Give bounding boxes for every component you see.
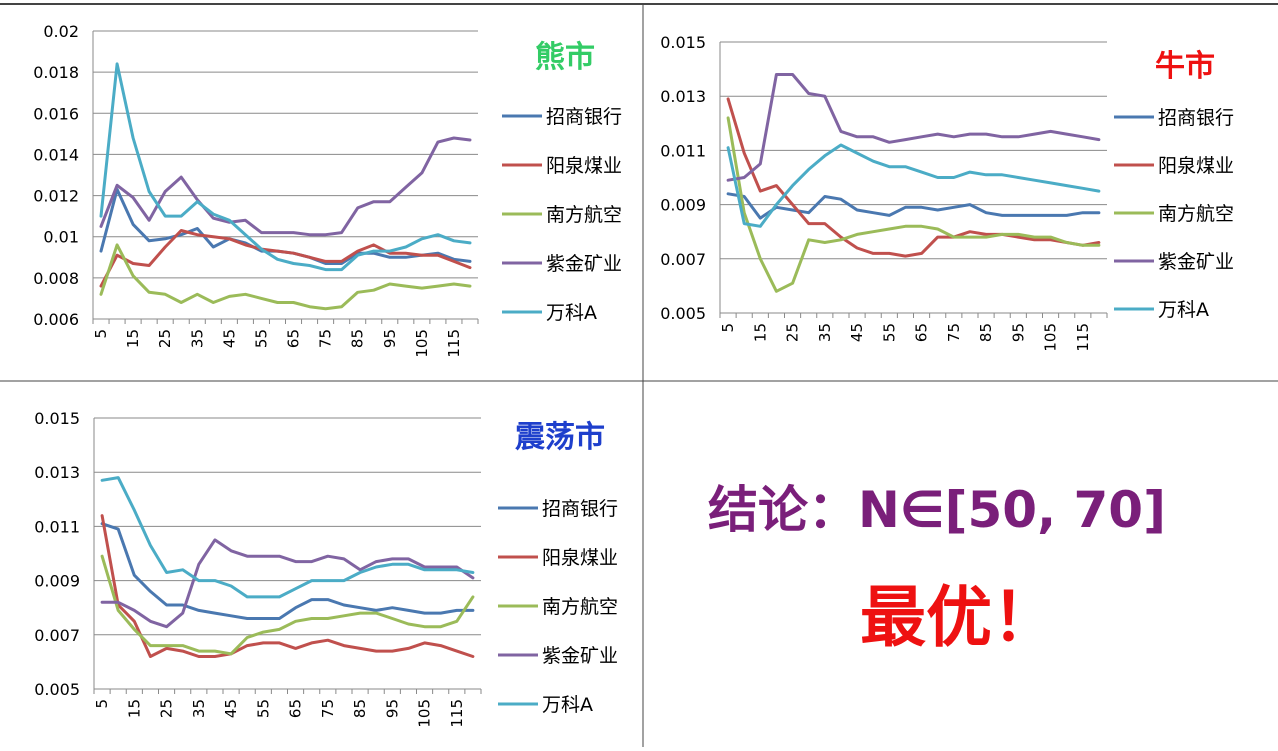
y-tick-label: 0.011: [34, 517, 80, 536]
y-tick-label: 0.013: [34, 463, 80, 482]
x-tick-label: 35: [190, 699, 208, 718]
y-tick-label: 0.015: [660, 33, 706, 52]
x-tick-label: 35: [188, 329, 206, 348]
y-tick-label: 0.009: [34, 572, 80, 591]
x-tick-label: 95: [383, 699, 401, 718]
series-line: [100, 514, 475, 658]
bull-market-chart: 0.005 0.007 0.009 0.011 0.013 0.015 5 15 25 35 45 5…: [660, 33, 1234, 352]
best-text: 最优！: [860, 579, 1058, 656]
series-line: [99, 229, 472, 288]
chart-title: 熊市: [535, 40, 595, 75]
x-tick-label: 115: [445, 329, 463, 358]
x-tick-label: 65: [913, 323, 931, 342]
x-tick-label: 65: [285, 329, 303, 348]
y-tick-label: 0.015: [34, 409, 80, 428]
legend-label: 万科A: [1158, 299, 1209, 321]
y-tick-label: 0.006: [33, 310, 79, 329]
y-tick-label: 0.005: [660, 304, 706, 323]
x-tick-label: 65: [287, 699, 305, 718]
y-tick-label: 0.018: [33, 63, 79, 82]
chart-title: 震荡市: [515, 420, 605, 455]
series-line: [99, 136, 472, 237]
x-tick-label: 105: [1042, 323, 1060, 352]
y-tick-label: 0.011: [660, 141, 706, 160]
conclusion-text: 结论：N∈[50, 70]: [708, 481, 1166, 539]
x-tick-label: 5: [719, 323, 737, 333]
y-tick-label: 0.012: [33, 187, 79, 206]
x-tick-label: 105: [416, 699, 434, 728]
x-tick-label: 45: [220, 329, 238, 348]
legend-label: 万科A: [546, 302, 597, 324]
series-line: [100, 476, 475, 599]
y-tick-label: 0.02: [43, 22, 79, 41]
y-tick-label: 0.007: [660, 250, 706, 269]
series-line: [726, 143, 1101, 228]
x-tick-label: 15: [124, 329, 142, 348]
x-tick-label: 25: [156, 329, 174, 348]
x-tick-label: 95: [381, 329, 399, 348]
y-tick-label: 0.014: [33, 145, 79, 164]
x-tick-label: 15: [125, 699, 143, 718]
series-line: [99, 62, 472, 272]
y-tick-label: 0.005: [34, 680, 80, 699]
x-tick-label: 55: [254, 699, 272, 718]
y-tick-label: 0.008: [33, 269, 79, 288]
x-tick-label: 75: [319, 699, 337, 718]
x-tick-label: 55: [252, 329, 270, 348]
x-tick-label: 85: [351, 699, 369, 718]
chart-title: 牛市: [1155, 49, 1215, 84]
y-tick-label: 0.009: [660, 196, 706, 215]
legend-label: 阳泉煤业: [542, 547, 618, 569]
series-line: [726, 192, 1101, 220]
x-tick-label: 95: [1009, 323, 1027, 342]
x-tick-label: 75: [945, 323, 963, 342]
series-line: [99, 243, 472, 311]
x-tick-label: 85: [977, 323, 995, 342]
x-tick-label: 5: [93, 699, 111, 709]
legend-label: 紫金矿业: [542, 645, 618, 667]
y-tick-label: 0.007: [34, 626, 80, 645]
series-line: [100, 554, 475, 656]
x-tick-label: 75: [317, 329, 335, 348]
legend-label: 南方航空: [546, 204, 622, 226]
x-tick-label: 115: [1074, 323, 1092, 352]
x-tick-label: 5: [92, 329, 110, 339]
legend-label: 阳泉煤业: [1158, 155, 1234, 177]
x-tick-label: 55: [880, 323, 898, 342]
x-tick-label: 105: [413, 329, 431, 358]
x-tick-label: 45: [848, 323, 866, 342]
y-tick-label: 0.01: [43, 228, 79, 247]
y-tick-label: 0.013: [660, 87, 706, 106]
legend-label: 紫金矿业: [546, 253, 622, 275]
legend-label: 招商银行: [542, 498, 618, 520]
legend-label: 招商银行: [546, 106, 622, 128]
x-tick-label: 15: [751, 323, 769, 342]
oscillating-market-chart: 0.005 0.007 0.009 0.011 0.013 0.015 5 15 25 35 45 5…: [34, 409, 618, 728]
series-line: [100, 538, 475, 629]
series-line: [726, 116, 1101, 293]
x-tick-label: 25: [784, 323, 802, 342]
x-tick-label: 45: [222, 699, 240, 718]
x-tick-label: 85: [349, 329, 367, 348]
legend-label: 招商银行: [1158, 107, 1234, 129]
y-tick-label: 0.016: [33, 104, 79, 123]
bear-market-chart: 0.006 0.008 0.01 0.012 0.014 0.016 0.018 0.02 5 1…: [33, 22, 622, 358]
legend-label: 紫金矿业: [1158, 251, 1234, 273]
x-tick-label: 35: [816, 323, 834, 342]
series-line: [726, 97, 1101, 258]
legend-label: 南方航空: [1158, 203, 1234, 225]
quadrant-dividers: [0, 3, 1278, 747]
series-line: [726, 73, 1101, 182]
legend-label: 万科A: [542, 694, 593, 716]
series-line: [100, 522, 475, 620]
x-tick-label: 25: [158, 699, 176, 718]
legend-label: 阳泉煤业: [546, 155, 622, 177]
legend-label: 南方航空: [542, 596, 618, 618]
x-tick-label: 115: [448, 699, 466, 728]
